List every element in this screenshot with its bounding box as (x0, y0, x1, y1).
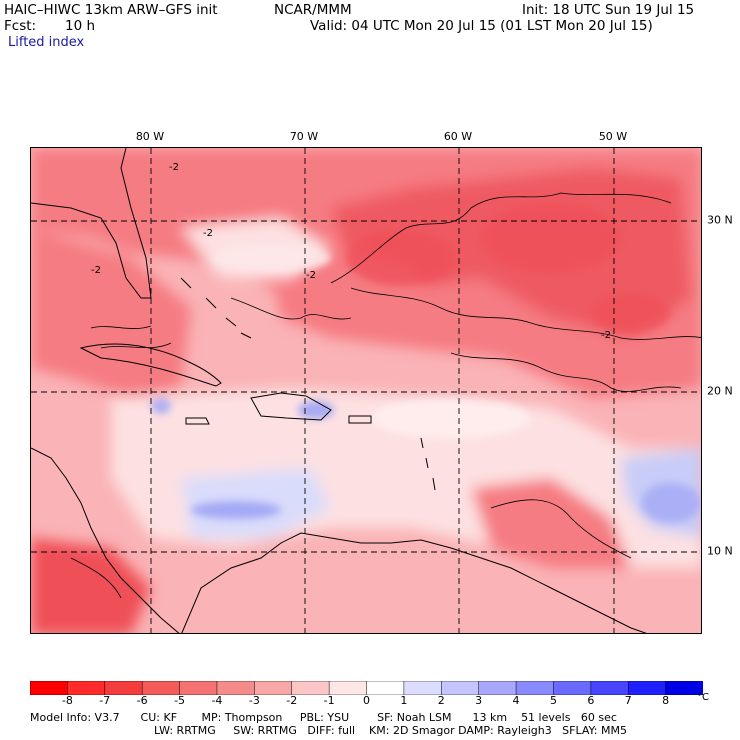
colorbar-swatch (515, 681, 555, 695)
contour-east (450, 352, 682, 392)
lat-lon-grid (31, 148, 701, 633)
valid-time: Valid: 04 UTC Mon 20 Jul 15 (01 LST Mon … (310, 18, 653, 34)
colorbar-tick-label: 1 (400, 694, 408, 707)
center-name: NCAR/MMM (274, 2, 352, 18)
contour-label: -2 (306, 270, 316, 281)
contour-west (90, 297, 352, 349)
lesser-antilles (420, 437, 436, 491)
colorbar (30, 681, 703, 695)
neg-patch-2 (481, 203, 621, 273)
colorbar-tick-label: -3 (248, 694, 260, 707)
model-info-line1: Model Info: V3.7 CU: KF MP: Thompson PBL… (30, 711, 617, 724)
contour-north (330, 192, 701, 340)
colorbar-swatch (590, 681, 629, 695)
lon-label-70w: 70 W (289, 130, 319, 143)
colorbar-unit: °C (697, 692, 709, 703)
colorbar-tick-label: -7 (99, 694, 111, 707)
colorbar-swatch (30, 681, 69, 695)
cuba-coast (79, 343, 222, 387)
colorbar-swatch (67, 681, 106, 695)
forecast-label: Fcst: (4, 18, 37, 34)
colorbar-tick-label: -6 (136, 694, 148, 707)
colorbar-swatch (216, 681, 256, 695)
colorbar-tick-label: 0 (363, 694, 370, 707)
colorbar-swatch (627, 681, 667, 695)
neg-region-gulf (31, 228, 191, 398)
neg-patch-3 (591, 293, 671, 333)
init-time: Init: 18 UTC Sun 19 Jul 15 (522, 2, 695, 18)
map-panel: -2 -2 -2 -2 -2 (30, 147, 702, 634)
pos-patch-2 (298, 401, 334, 419)
field-detail (151, 203, 701, 523)
colorbar-tick-label: 4 (512, 694, 520, 707)
colorbar-tick-label: -1 (323, 694, 335, 707)
field-name: Lifted index (8, 35, 85, 50)
neg-region-southwest (31, 538, 151, 633)
colorbar-swatch (328, 681, 368, 695)
contour-label: -2 (169, 162, 179, 173)
colorbar-tick-label: 2 (437, 694, 445, 707)
colorbar-tick-label: 6 (587, 694, 595, 707)
colorbar-swatch (665, 681, 703, 695)
jamaica-coast (185, 417, 210, 425)
lat-label-10n: 10 N (707, 544, 733, 558)
colorbar-tick-label: 5 (549, 694, 557, 707)
colorbar-tick-label: -8 (61, 694, 73, 707)
hispaniola-coast (250, 392, 332, 421)
colorbar-swatch (141, 681, 181, 695)
colorbar-swatch (179, 681, 218, 695)
south-america-coast (181, 532, 647, 633)
lat-label-30n: 30 N (707, 213, 733, 227)
puerto-rico-coast (348, 415, 372, 424)
colorbar-tick-label: 8 (662, 694, 670, 707)
lifted-index-map: -2 -2 -2 -2 -2 (31, 148, 701, 633)
pos-patch-1 (191, 501, 281, 519)
colorbar-tick-label: -5 (174, 694, 186, 707)
colorbar-swatch (403, 681, 443, 695)
colorbar-swatch (104, 681, 143, 695)
white-patch-1 (211, 244, 331, 272)
contour-label: -2 (601, 330, 611, 341)
white-patch-2 (371, 398, 531, 438)
colorbar-swatch (478, 681, 517, 695)
contour-lines (70, 192, 701, 599)
lon-label-80w: 80 W (135, 130, 165, 143)
colorbar-tick-label: 7 (624, 694, 632, 707)
pos-patch-3 (151, 398, 171, 414)
colorbar-swatch (441, 681, 480, 695)
bahamas (180, 277, 252, 339)
model-title: HAIC–HIWC 13km ARW–GFS init (4, 2, 218, 18)
neg-patch-1 (346, 230, 456, 286)
pos-patch-4 (641, 483, 701, 523)
florida-coast (31, 148, 152, 299)
colorbar-tick-label: 3 (475, 694, 483, 707)
colorbar-swatch (553, 681, 592, 695)
colorbar-tick-label: -4 (211, 694, 223, 707)
contour-label: -2 (203, 228, 213, 239)
coastlines (31, 148, 647, 633)
colorbar-swatch (366, 681, 405, 695)
lat-label-20n: 20 N (707, 384, 733, 398)
lon-label-50w: 50 W (598, 130, 628, 143)
colorbar-swatch (291, 681, 330, 695)
contour-label: -2 (91, 265, 101, 276)
colorbar-tick-label: -2 (286, 694, 298, 707)
neg-region-south-america (471, 478, 631, 568)
lon-label-60w: 60 W (443, 130, 473, 143)
contour-south (70, 499, 632, 599)
model-info-line2: LW: RRTMG SW: RRTMG DIFF: full KM: 2D Sm… (154, 724, 627, 737)
colorbar-swatch (254, 681, 293, 695)
forecast-hour: 10 h (65, 18, 96, 34)
